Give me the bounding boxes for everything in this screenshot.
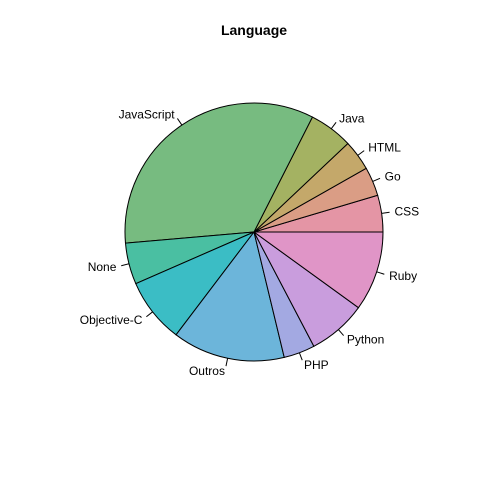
label-tick-html — [358, 151, 364, 156]
label-tick-javascript — [177, 118, 181, 125]
slice-label-css: CSS — [395, 205, 420, 219]
label-tick-outros — [226, 358, 228, 366]
chart-title: Language — [221, 22, 287, 38]
label-tick-python — [338, 330, 343, 336]
slice-label-php: PHP — [304, 358, 329, 372]
slice-label-none: None — [88, 260, 117, 274]
pie-slices — [125, 103, 383, 361]
slice-label-java: Java — [339, 111, 365, 125]
label-tick-java — [331, 122, 336, 128]
slice-label-ruby: Ruby — [389, 269, 417, 283]
slice-label-html: HTML — [368, 141, 401, 155]
label-tick-ruby — [377, 272, 385, 274]
label-tick-objective-c — [146, 312, 152, 317]
label-tick-css — [382, 212, 390, 213]
label-tick-none — [121, 264, 129, 266]
slice-label-javascript: JavaScript — [119, 107, 176, 121]
slice-label-outros: Outros — [189, 364, 225, 378]
slice-label-python: Python — [347, 332, 384, 346]
slice-label-go: Go — [385, 169, 401, 183]
label-tick-go — [373, 178, 380, 181]
slice-label-objective-c: Objective-C — [80, 313, 143, 327]
label-tick-php — [299, 353, 302, 360]
